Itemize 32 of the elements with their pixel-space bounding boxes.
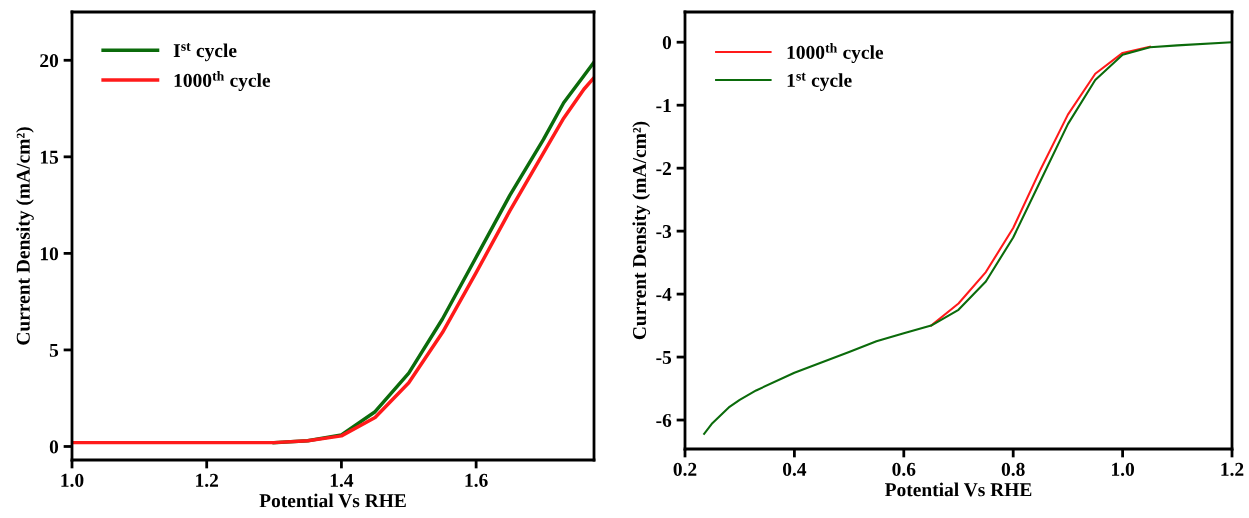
y-axis-title: Current Density (mA/cm²) — [16, 127, 34, 345]
y-tick-label: 10 — [40, 247, 59, 261]
line-series — [930, 45, 1151, 327]
legend-label: 1000$^{th}$ cycle — [174, 71, 271, 91]
y-tick-label: -4 — [656, 288, 672, 301]
x-tick-label: 1.2 — [1221, 462, 1244, 476]
x-tick-label: 0.2 — [673, 462, 697, 476]
y-tick-label: 5 — [49, 343, 59, 357]
y-tick-label: -2 — [656, 162, 671, 175]
y-tick-label: 0 — [662, 36, 672, 50]
y-axis-title: Current Density (mA/cm²) — [632, 121, 651, 340]
x-tick-label: 1.0 — [1112, 462, 1135, 476]
legend-label: 1$^{st}$ cycle — [787, 72, 852, 91]
y-tick-label: -6 — [656, 413, 672, 427]
x-axis-title: Potential Vs RHE — [885, 482, 1032, 497]
x-tick-label: 1.6 — [465, 473, 488, 487]
x-tick-label: 1.0 — [61, 473, 84, 487]
legend-label: 1000$^{th}$ cycle — [787, 43, 884, 63]
y-tick-label: 20 — [40, 54, 59, 68]
x-axis-title: Potential Vs RHE — [259, 493, 406, 508]
x-tick-label: 0.6 — [892, 462, 916, 476]
line-series — [703, 41, 1232, 435]
y-tick-label: -5 — [656, 351, 672, 364]
legend-label: I$^{st}$ cycle — [173, 43, 237, 62]
y-tick-label: 0 — [49, 440, 59, 454]
x-tick-label: 1.4 — [330, 473, 354, 487]
x-tick-label: 0.8 — [1001, 462, 1025, 476]
x-tick-label: 0.4 — [782, 462, 807, 476]
x-tick-label: 1.2 — [196, 473, 219, 487]
y-tick-label: -3 — [656, 225, 672, 239]
y-tick-label: 15 — [40, 150, 59, 164]
y-tick-label: -1 — [656, 99, 671, 112]
